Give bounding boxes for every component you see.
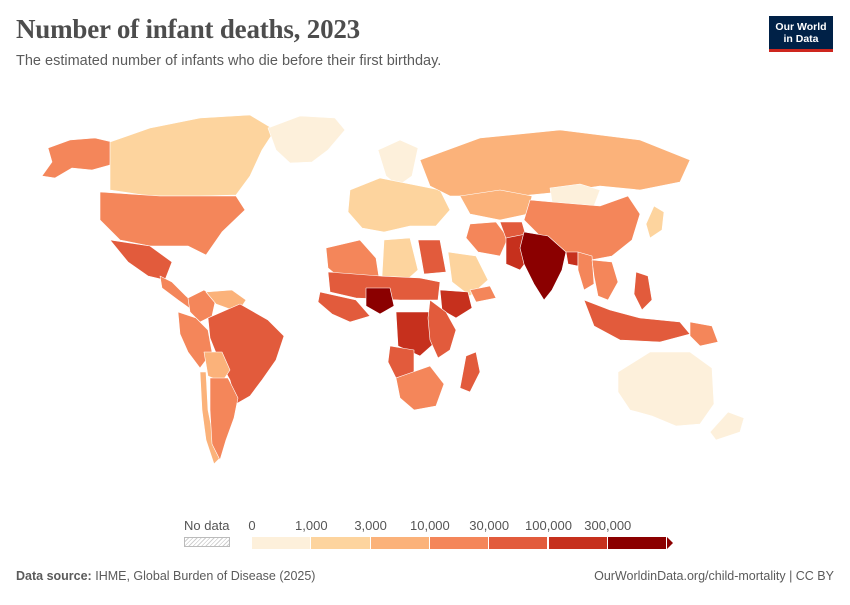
map-region-yemen[interactable] <box>469 285 497 303</box>
data-source: Data source: IHME, Global Burden of Dise… <box>16 569 315 583</box>
map-region-canada[interactable] <box>109 114 276 197</box>
map-region-united-states[interactable] <box>99 191 246 256</box>
map-region-madagascar[interactable] <box>459 351 481 393</box>
data-source-label: Data source: <box>16 569 92 583</box>
map-region-bangladesh[interactable] <box>565 251 579 267</box>
map-region-dr-congo[interactable] <box>395 311 439 357</box>
logo-line-2: in Data <box>783 33 819 45</box>
map-region-west-africa[interactable] <box>317 291 371 323</box>
map-region-australia[interactable] <box>617 351 715 427</box>
chart-title: Number of infant deaths, 2023 <box>16 14 360 44</box>
map-region-papua-new-guinea[interactable] <box>689 321 719 347</box>
map-region-philippines[interactable] <box>633 271 653 311</box>
map-region-japan[interactable] <box>645 205 665 239</box>
map-region-india[interactable] <box>519 231 567 301</box>
map-region-china[interactable] <box>523 195 641 263</box>
map-region-southern-africa[interactable] <box>395 365 445 411</box>
chart-subtitle: The estimated number of infants who die … <box>16 53 442 69</box>
map-region-argentina[interactable] <box>209 377 239 461</box>
map-region-sahel[interactable] <box>327 271 441 301</box>
data-source-text: IHME, Global Burden of Disease (2025) <box>95 569 316 583</box>
map-region-russia[interactable] <box>419 129 691 197</box>
map-region-myanmar[interactable] <box>577 251 595 291</box>
map-region-kazakhstan[interactable] <box>459 189 533 221</box>
map-region-egypt[interactable] <box>417 239 447 275</box>
map-region-ethiopia[interactable] <box>439 289 473 319</box>
owid-logo[interactable]: Our World in Data <box>769 16 833 52</box>
map-region-scandinavia[interactable] <box>377 139 419 187</box>
map-region-east-africa[interactable] <box>427 299 457 359</box>
map-region-iran[interactable] <box>465 221 509 257</box>
map-region-bolivia[interactable] <box>203 351 231 383</box>
map-region-indonesia[interactable] <box>583 299 691 343</box>
logo-line-1: Our World <box>775 21 827 33</box>
map-region-europe[interactable] <box>347 177 451 233</box>
map-region-new-zealand[interactable] <box>709 411 745 441</box>
map-region-alaska[interactable] <box>41 137 113 179</box>
citation-link[interactable]: OurWorldinData.org/child-mortality | CC … <box>594 569 834 583</box>
map-region-southeast-asia[interactable] <box>591 259 619 301</box>
map-region-nigeria[interactable] <box>365 287 395 315</box>
map-region-greenland[interactable] <box>267 115 346 164</box>
